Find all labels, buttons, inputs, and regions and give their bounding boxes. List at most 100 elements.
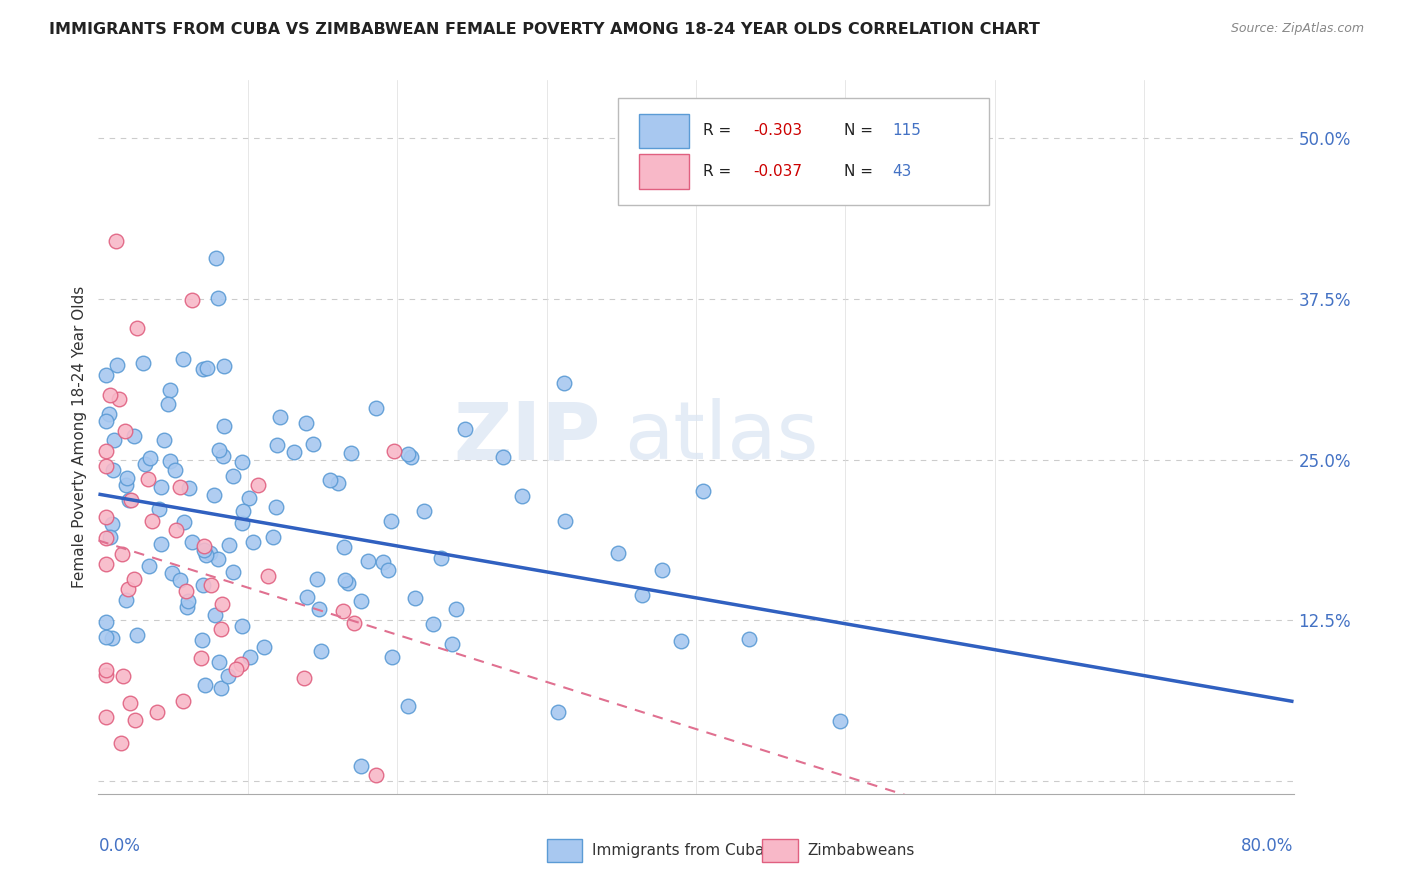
Point bbox=[412, 504, 434, 518]
Text: N =: N = bbox=[844, 123, 877, 138]
Point bbox=[396, 447, 419, 461]
Point bbox=[396, 699, 419, 714]
Point bbox=[332, 604, 354, 618]
Point bbox=[125, 627, 148, 641]
Point bbox=[120, 492, 142, 507]
Point bbox=[209, 681, 232, 695]
Point bbox=[350, 758, 373, 772]
Point bbox=[195, 360, 218, 375]
Point bbox=[94, 557, 117, 571]
Point bbox=[117, 582, 139, 596]
Point bbox=[177, 481, 200, 495]
Text: Source: ZipAtlas.com: Source: ZipAtlas.com bbox=[1230, 22, 1364, 36]
Point bbox=[218, 538, 240, 552]
Text: Immigrants from Cuba: Immigrants from Cuba bbox=[592, 843, 765, 858]
Point bbox=[343, 616, 366, 631]
Point bbox=[208, 655, 231, 669]
Text: 115: 115 bbox=[891, 123, 921, 138]
Point bbox=[146, 705, 169, 719]
Point bbox=[194, 678, 217, 692]
Point bbox=[98, 531, 121, 545]
Point bbox=[669, 634, 692, 648]
Text: 43: 43 bbox=[891, 164, 911, 179]
Point bbox=[122, 429, 145, 443]
Point bbox=[193, 539, 215, 553]
Point bbox=[252, 640, 274, 655]
Point bbox=[115, 478, 138, 492]
Point bbox=[214, 418, 236, 433]
Text: atlas: atlas bbox=[624, 398, 818, 476]
Point bbox=[98, 408, 121, 422]
Point bbox=[222, 566, 245, 580]
Point bbox=[132, 356, 155, 370]
Point bbox=[553, 376, 575, 390]
Point bbox=[257, 569, 280, 583]
Point bbox=[440, 637, 463, 651]
Point bbox=[377, 563, 399, 577]
Text: 0.0%: 0.0% bbox=[98, 837, 141, 855]
Point bbox=[103, 433, 125, 447]
Text: R =: R = bbox=[703, 164, 737, 179]
Point bbox=[302, 437, 325, 451]
Point bbox=[266, 500, 288, 514]
Point bbox=[118, 696, 141, 710]
Point bbox=[114, 424, 136, 438]
Point bbox=[247, 477, 270, 491]
Point bbox=[631, 588, 654, 602]
Text: IMMIGRANTS FROM CUBA VS ZIMBABWEAN FEMALE POVERTY AMONG 18-24 YEAR OLDS CORRELAT: IMMIGRANTS FROM CUBA VS ZIMBABWEAN FEMAL… bbox=[49, 22, 1040, 37]
Point bbox=[364, 767, 387, 781]
Point bbox=[337, 575, 360, 590]
Text: ZIP: ZIP bbox=[453, 398, 600, 476]
Point bbox=[225, 662, 247, 676]
Point bbox=[181, 293, 204, 307]
Point bbox=[191, 362, 214, 376]
Point bbox=[305, 572, 328, 586]
Point bbox=[156, 397, 179, 411]
Point bbox=[94, 668, 117, 682]
Point bbox=[492, 450, 515, 465]
Point bbox=[357, 554, 380, 568]
Point bbox=[139, 450, 162, 465]
Point bbox=[111, 547, 134, 561]
Point bbox=[512, 489, 534, 503]
Point bbox=[94, 531, 117, 545]
Point bbox=[98, 388, 122, 402]
Point bbox=[150, 537, 173, 551]
Point bbox=[94, 459, 117, 474]
Point bbox=[107, 392, 129, 406]
Point bbox=[94, 615, 117, 630]
Point bbox=[211, 449, 233, 463]
Point bbox=[96, 630, 118, 644]
Point bbox=[333, 573, 356, 587]
Point bbox=[297, 590, 319, 604]
Point bbox=[173, 516, 195, 530]
Point bbox=[292, 671, 315, 685]
FancyBboxPatch shape bbox=[619, 98, 988, 205]
Bar bbox=[762, 838, 797, 862]
Point bbox=[444, 601, 467, 615]
Point bbox=[94, 444, 117, 458]
Point bbox=[200, 546, 222, 560]
Point bbox=[200, 577, 222, 591]
Point bbox=[136, 472, 159, 486]
Point bbox=[118, 493, 141, 508]
Point bbox=[101, 463, 124, 477]
Point bbox=[238, 491, 260, 505]
Point bbox=[124, 714, 146, 728]
Point bbox=[191, 577, 214, 591]
Point bbox=[430, 551, 453, 566]
Point bbox=[138, 558, 160, 573]
Point bbox=[159, 454, 181, 468]
Point bbox=[125, 321, 148, 335]
Point bbox=[195, 549, 218, 563]
Point bbox=[328, 475, 350, 490]
Point bbox=[828, 714, 851, 728]
Bar bbox=[638, 154, 689, 189]
Point bbox=[105, 359, 128, 373]
Point bbox=[101, 516, 124, 531]
Point bbox=[738, 632, 761, 646]
Text: Zimbabweans: Zimbabweans bbox=[807, 843, 914, 858]
Text: N =: N = bbox=[844, 164, 877, 179]
Point bbox=[160, 566, 183, 581]
Point bbox=[94, 510, 117, 524]
